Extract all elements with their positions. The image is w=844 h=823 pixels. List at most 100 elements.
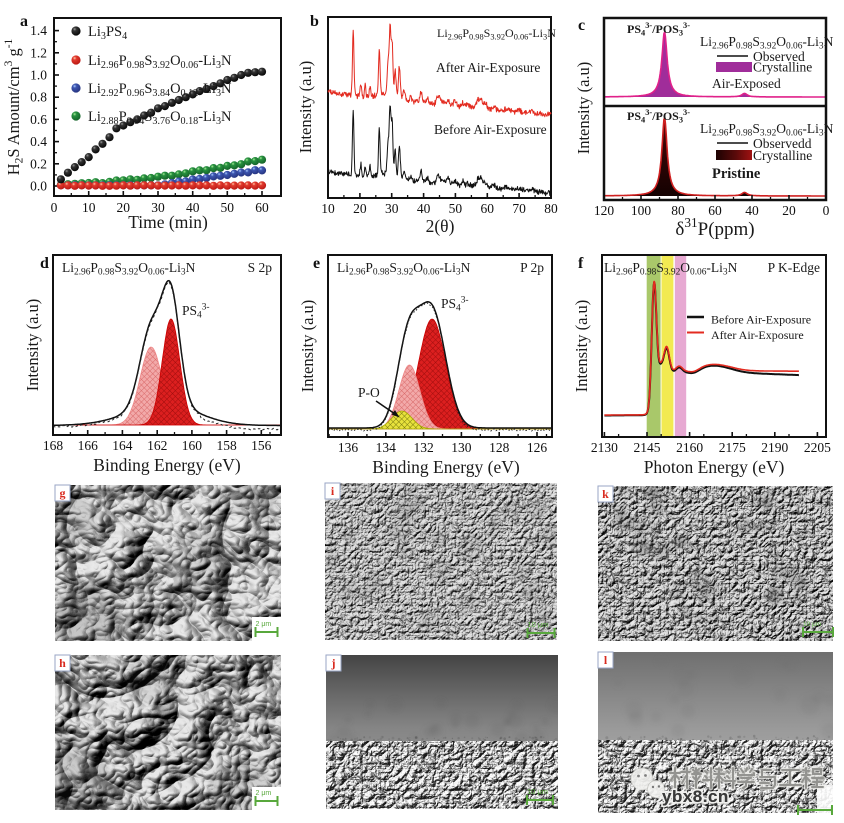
svg-text:k: k: [602, 487, 609, 501]
svg-text:130: 130: [451, 440, 472, 455]
svg-text:60: 60: [708, 203, 722, 218]
svg-text:Li2.96P0.98S3.92O0.06-Li3N: Li2.96P0.98S3.92O0.06-Li3N: [437, 26, 556, 41]
svg-text:2190: 2190: [761, 440, 788, 455]
svg-text:158: 158: [216, 438, 237, 453]
svg-text:50: 50: [449, 201, 463, 216]
svg-text:Time (min): Time (min): [128, 212, 208, 232]
svg-text:10: 10: [82, 200, 96, 215]
svg-text:0: 0: [51, 200, 58, 215]
svg-text:Air-Exposed: Air-Exposed: [712, 76, 781, 91]
svg-text:1.2: 1.2: [30, 45, 47, 60]
svg-text:2145: 2145: [634, 440, 661, 455]
svg-text:d: d: [40, 255, 49, 272]
svg-text:20: 20: [782, 203, 796, 218]
svg-text:Intensity (a.u): Intensity (a.u): [23, 299, 42, 392]
svg-text:g: g: [60, 486, 66, 500]
svg-text:80: 80: [671, 203, 685, 218]
svg-text:Observed: Observed: [753, 49, 805, 64]
svg-text:1.4: 1.4: [30, 23, 47, 38]
svg-text:2205: 2205: [804, 440, 831, 455]
svg-text:2(θ): 2(θ): [426, 216, 455, 236]
svg-text:Intensity (a.u): Intensity (a.u): [574, 62, 593, 155]
svg-text:126: 126: [527, 440, 548, 455]
svg-text:2175: 2175: [719, 440, 746, 455]
svg-text:j: j: [331, 656, 336, 670]
svg-text:Li2.96P0.98S3.92O0.06-Li3N: Li2.96P0.98S3.92O0.06-Li3N: [604, 260, 738, 278]
svg-text:30: 30: [385, 201, 399, 216]
svg-text:132: 132: [413, 440, 433, 455]
svg-text:100: 100: [631, 203, 652, 218]
svg-text:156: 156: [251, 438, 272, 453]
svg-text:Before Air-Exposure: Before Air-Exposure: [434, 122, 547, 137]
svg-text:ybx8.cn: ybx8.cn: [662, 787, 729, 806]
svg-text:0.6: 0.6: [30, 112, 47, 127]
svg-text:136: 136: [338, 440, 359, 455]
svg-text:S 2p: S 2p: [248, 260, 273, 275]
svg-text:Li2.96P0.98S3.92O0.06-Li3N: Li2.96P0.98S3.92O0.06-Li3N: [62, 260, 196, 278]
svg-text:60: 60: [481, 201, 495, 216]
svg-text:10 μm: 10 μm: [803, 621, 821, 628]
svg-text:Pristine: Pristine: [712, 166, 761, 182]
svg-text:134: 134: [376, 440, 397, 455]
svg-text:PS43-: PS43-: [182, 302, 210, 320]
svg-text:Crystalline: Crystalline: [753, 60, 812, 75]
svg-text:60: 60: [255, 200, 269, 215]
svg-text:Li2.96P0.98S3.92O0.06-Li3N: Li2.96P0.98S3.92O0.06-Li3N: [700, 34, 834, 52]
svg-text:Intensity (a.u): Intensity (a.u): [296, 61, 315, 154]
svg-text:20: 20: [353, 201, 367, 216]
svg-text:166: 166: [78, 438, 99, 453]
svg-text:After Air-Exposure: After Air-Exposure: [436, 60, 540, 75]
svg-text:80: 80: [544, 201, 558, 216]
svg-text:Li2.96P0.98S3.92O0.06-Li3N: Li2.96P0.98S3.92O0.06-Li3N: [337, 260, 471, 278]
svg-text:Li2.96P0.98S3.92O0.06-Li3N: Li2.96P0.98S3.92O0.06-Li3N: [88, 53, 232, 71]
svg-text:Crystalline: Crystalline: [753, 148, 812, 163]
svg-text:Before Air-Exposure: Before Air-Exposure: [711, 313, 811, 327]
svg-text:20: 20: [117, 200, 131, 215]
svg-text:P K-Edge: P K-Edge: [768, 260, 820, 275]
svg-text:0.0: 0.0: [30, 179, 47, 194]
svg-text:168: 168: [43, 438, 64, 453]
svg-text:160: 160: [182, 438, 203, 453]
svg-text:10 μm: 10 μm: [527, 787, 548, 796]
svg-text:2160: 2160: [676, 440, 703, 455]
svg-text:40: 40: [745, 203, 759, 218]
svg-text:PS43-: PS43-: [441, 295, 469, 313]
svg-text:0: 0: [823, 203, 830, 218]
svg-text:Li2.88P0.94S3.76O0.18-Li3N: Li2.88P0.94S3.76O0.18-Li3N: [88, 109, 232, 127]
svg-text:40: 40: [186, 200, 200, 215]
svg-text:2130: 2130: [591, 440, 618, 455]
svg-text:After Air-Exposure: After Air-Exposure: [711, 328, 804, 342]
svg-text:i: i: [331, 484, 335, 498]
svg-text:H2S Amount/cm3 g-1: H2S Amount/cm3 g-1: [3, 38, 25, 175]
svg-text:70: 70: [512, 201, 526, 216]
svg-text:l: l: [604, 653, 608, 667]
svg-text:f: f: [578, 255, 584, 272]
svg-text:P-O: P-O: [358, 385, 380, 400]
svg-text:2 μm: 2 μm: [256, 621, 272, 628]
svg-text:0.2: 0.2: [30, 156, 47, 171]
svg-text:1.0: 1.0: [30, 68, 47, 83]
svg-text:10: 10: [321, 201, 335, 216]
svg-text:PS43-/POS33-: PS43-/POS33-: [627, 21, 690, 37]
svg-text:h: h: [59, 656, 66, 670]
svg-text:a: a: [20, 13, 28, 30]
svg-text:Li2.96P0.98S3.92O0.06-Li3N: Li2.96P0.98S3.92O0.06-Li3N: [700, 121, 834, 139]
svg-text:PS43-/POS33-: PS43-/POS33-: [627, 108, 690, 124]
svg-text:Li3PS4: Li3PS4: [88, 24, 127, 42]
svg-text:Photon Energy (eV): Photon Energy (eV): [644, 457, 785, 477]
svg-text:164: 164: [112, 438, 133, 453]
svg-text:30: 30: [151, 200, 165, 215]
svg-text:2 μm: 2 μm: [256, 790, 272, 797]
svg-text:10 μm: 10 μm: [528, 620, 549, 629]
svg-text:e: e: [313, 255, 320, 272]
svg-text:c: c: [578, 17, 585, 34]
svg-text:P 2p: P 2p: [520, 260, 544, 275]
svg-text:162: 162: [147, 438, 167, 453]
svg-text:ybx8.cn: ybx8.cn: [662, 787, 729, 806]
svg-text:0.4: 0.4: [30, 134, 47, 149]
svg-text:δ31P(ppm): δ31P(ppm): [675, 215, 754, 240]
svg-text:Intensity (a.u): Intensity (a.u): [572, 300, 591, 393]
svg-text:b: b: [310, 13, 319, 30]
svg-text:Binding Energy (eV): Binding Energy (eV): [93, 455, 241, 475]
svg-text:120: 120: [594, 203, 615, 218]
